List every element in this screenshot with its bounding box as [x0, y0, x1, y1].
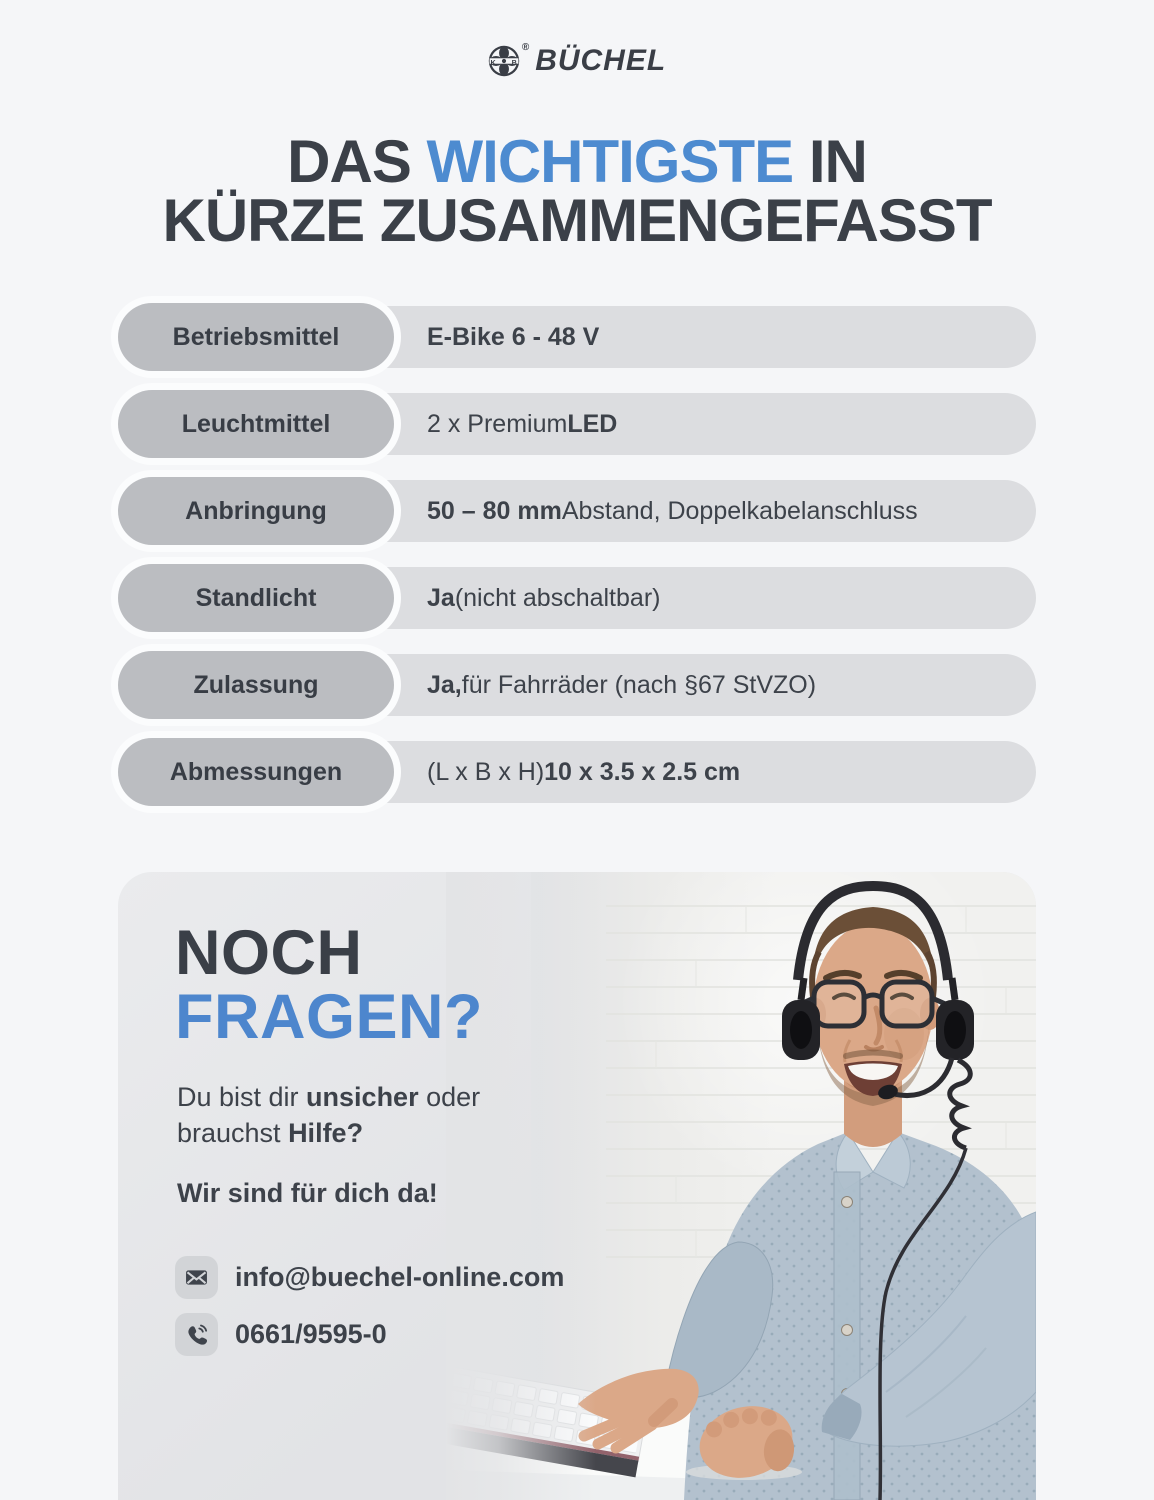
- email-icon-chip: [175, 1256, 218, 1299]
- registered-mark: ®: [521, 42, 530, 53]
- phone-row: 0661/9595-0: [175, 1313, 387, 1356]
- spec-row-standlicht: Ja (nicht abschaltbar) Standlicht: [118, 564, 1036, 632]
- spec-value: (nicht abschaltbar): [454, 583, 661, 612]
- contact-heading-line-2: FRAGEN?: [175, 982, 483, 1052]
- contact-card: NOCH FRAGEN? Du bist dir unsicher oder b…: [118, 872, 1036, 1500]
- spec-value: Ja,: [427, 670, 462, 699]
- email-row: info@buechel-online.com: [175, 1256, 564, 1299]
- contact-heading: NOCH FRAGEN?: [175, 921, 483, 1049]
- title-line-2: KÜRZE ZUSAMMENGEFASST: [162, 187, 992, 254]
- spec-value-pill: 2 x Premium LED: [268, 393, 1036, 455]
- spec-label: Zulassung: [193, 670, 319, 699]
- spec-value: Abstand, Doppelkabelanschluss: [561, 496, 918, 525]
- spec-value: LED: [567, 409, 618, 438]
- spec-value: (L x B x H): [427, 757, 545, 786]
- spec-row-betriebsmittel: E-Bike 6 - 48 V Betriebsmittel: [118, 303, 1036, 371]
- spec-value: für Fahrräder (nach §67 StVZO): [461, 670, 817, 699]
- phone-icon: [187, 1324, 207, 1345]
- spec-label: Anbringung: [185, 496, 327, 525]
- spec-row-leuchtmittel: 2 x Premium LED Leuchtmittel: [118, 390, 1036, 458]
- buechel-clover-icon: K B: [488, 45, 520, 77]
- contact-heading-line-1: NOCH: [175, 918, 363, 988]
- support-agent: [578, 880, 1036, 1500]
- spec-label: Abmessungen: [169, 757, 343, 786]
- spec-label-pill: Leuchtmittel: [118, 390, 394, 458]
- spec-list: E-Bike 6 - 48 V Betriebsmittel 2 x Premi…: [118, 303, 1036, 825]
- fist-hand: [699, 1406, 795, 1478]
- spec-value: 2 x Premium: [427, 409, 568, 438]
- title-highlight: WICHTIGSTE: [426, 128, 795, 195]
- brand-name: BÜCHEL: [535, 44, 667, 77]
- email-text: info@buechel-online.com: [235, 1262, 565, 1292]
- hair: [812, 907, 934, 997]
- spec-label: Standlicht: [195, 583, 317, 612]
- spec-label: Betriebsmittel: [172, 322, 340, 351]
- glasses: [794, 979, 952, 1029]
- spec-label-pill: Abmessungen: [118, 738, 394, 806]
- spec-value: 10 x 3.5 x 2.5 cm: [544, 757, 741, 786]
- spec-value-pill: 50 – 80 mm Abstand, Doppelkabelanschluss: [268, 480, 1036, 542]
- spec-value: 50 – 80 mm: [427, 496, 562, 525]
- envelope-icon: [186, 1270, 207, 1285]
- support-agent-photo: [446, 872, 1036, 1500]
- phone-icon-chip: [175, 1313, 218, 1356]
- spec-label-pill: Anbringung: [118, 477, 394, 545]
- spec-label-pill: Zulassung: [118, 651, 394, 719]
- spec-value: Ja: [427, 583, 455, 612]
- face: [813, 923, 933, 1091]
- spec-label-pill: Standlicht: [118, 564, 394, 632]
- svg-text:K: K: [490, 58, 496, 67]
- availability-text: Wir sind für dich da!: [177, 1178, 438, 1208]
- svg-text:B: B: [511, 58, 516, 67]
- spec-label-pill: Betriebsmittel: [118, 303, 394, 371]
- spec-row-anbringung: 50 – 80 mm Abstand, Doppelkabelanschluss…: [118, 477, 1036, 545]
- page-title: DAS WICHTIGSTE IN KÜRZE ZUSAMMENGEFASST: [0, 128, 1154, 254]
- spec-value-pill: Ja, für Fahrräder (nach §67 StVZO): [268, 654, 1036, 716]
- headset: [782, 880, 974, 1500]
- phone-text: 0661/9595-0: [235, 1319, 387, 1349]
- spec-row-zulassung: Ja, für Fahrräder (nach §67 StVZO) Zulas…: [118, 651, 1036, 719]
- title-line-1: DAS WICHTIGSTE IN: [287, 128, 868, 195]
- coiled-cable: [947, 1057, 973, 1151]
- spec-label: Leuchtmittel: [181, 409, 331, 438]
- spec-row-abmessungen: (L x B x H) 10 x 3.5 x 2.5 cm Abmessunge…: [118, 738, 1036, 806]
- spec-value-pill: Ja (nicht abschaltbar): [268, 567, 1036, 629]
- microphone-boom: [893, 1057, 955, 1098]
- spec-value-pill: E-Bike 6 - 48 V: [268, 306, 1036, 368]
- brand-logo: K B ® BÜCHEL: [0, 42, 1154, 78]
- spec-value: E-Bike 6 - 48 V: [427, 322, 600, 351]
- spec-value-pill: (L x B x H) 10 x 3.5 x 2.5 cm: [268, 741, 1036, 803]
- question-text: Du bist dir unsicher oder brauchst Hilfe…: [177, 1082, 481, 1148]
